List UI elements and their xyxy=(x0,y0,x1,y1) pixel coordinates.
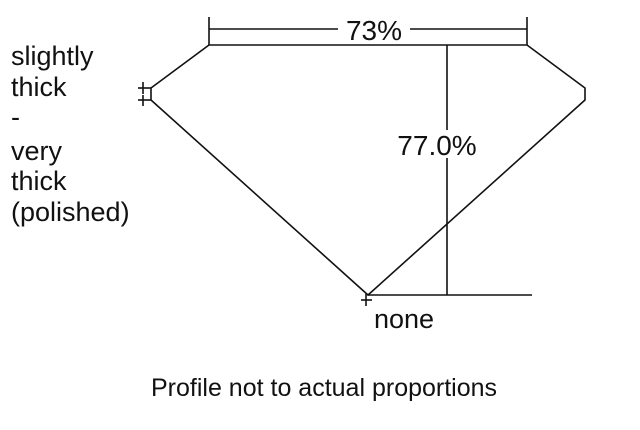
culet-marker xyxy=(361,294,372,306)
girdle-label-line: (polished) xyxy=(11,197,130,227)
caption: Profile not to actual proportions xyxy=(151,374,497,402)
girdle-marks xyxy=(138,82,151,106)
girdle-label-line: thick xyxy=(11,72,67,102)
girdle-label-line: slightly xyxy=(11,41,94,71)
girdle-label-line: very xyxy=(11,136,63,166)
girdle-label: slightly thick - very thick (polished) xyxy=(11,41,130,227)
table-percent-label: 73% xyxy=(346,15,402,46)
gem-outline xyxy=(150,44,586,297)
culet-label: none xyxy=(374,304,434,334)
girdle-label-line: thick xyxy=(11,166,67,196)
depth-percent-label: 77.0% xyxy=(397,130,476,161)
depth-dimension: 77.0% xyxy=(368,45,532,296)
girdle-label-line: - xyxy=(11,102,20,132)
table-dimension: 73% xyxy=(208,15,528,46)
